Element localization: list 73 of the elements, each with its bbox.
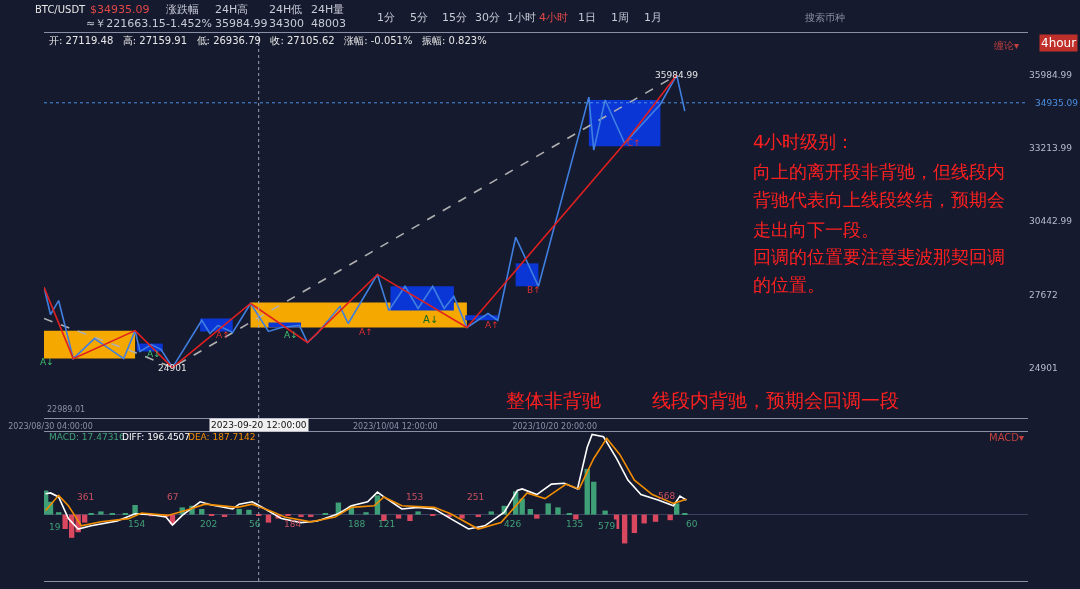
annotation: DEA: 187.7142 <box>188 432 256 442</box>
text: 48003 <box>311 17 346 30</box>
annotation: 135 <box>566 519 584 529</box>
annotation: 188 <box>348 519 366 529</box>
x-tick-label: 2023/10/04 12:00:00 <box>353 421 438 431</box>
annotation: 579 <box>598 521 616 531</box>
annotation: 35984.99 <box>655 70 699 80</box>
annotation: A↓ <box>147 349 161 359</box>
annotation: 154 <box>128 519 146 529</box>
annotation: 361 <box>77 492 95 502</box>
text: 24H低 <box>269 3 303 16</box>
text: 1月 <box>644 11 662 24</box>
annotation: 121 <box>378 519 396 529</box>
annotation: 202 <box>200 519 218 529</box>
annotation: 56 <box>249 519 261 529</box>
annotation: 60 <box>686 519 698 529</box>
text: 34300 <box>269 17 304 30</box>
text: 35984.99 <box>215 17 268 30</box>
annotation: 整体非背驰 <box>506 389 601 411</box>
text: 涨跌幅 <box>166 3 199 16</box>
annotation: 线段内背驰，预期会回调一段 <box>652 389 899 411</box>
text: 4hour <box>1041 36 1077 50</box>
annotation: 184 <box>284 519 302 529</box>
x-tick-label: 2023/08/30 04:00:00 <box>8 421 93 431</box>
annotation: A↓ <box>40 357 54 367</box>
annotation: 568 <box>658 491 676 501</box>
text: $34935.09 <box>90 3 150 16</box>
text: 30分 <box>475 11 500 24</box>
annotation: 251 <box>467 492 485 502</box>
annotation: 缠论▾ <box>994 40 1020 51</box>
text: 1分 <box>377 11 395 24</box>
annotation: A↓ <box>284 330 298 340</box>
annotation: MACD▾ <box>989 432 1024 443</box>
text: 5分 <box>410 11 428 24</box>
annotation: 背驰代表向上线段终结，预期会 <box>753 189 1005 210</box>
annotation: C↑ <box>627 138 641 148</box>
y-tick-label: 33213.99 <box>1029 143 1073 154</box>
text: 4小时 <box>539 11 568 24</box>
y-tick-label: 30442.99 <box>1029 216 1073 227</box>
annotation: 开: 27119.48 高: 27159.91 低: 26936.79 收: 27105.62 涨幅: -0.051% 振幅: 0.823% <box>49 35 487 46</box>
annotation: 426 <box>504 519 522 529</box>
annotation: A↑ <box>359 327 373 337</box>
x-tick-label: 2023/10/20 20:00:00 <box>512 421 597 431</box>
annotation: B↑ <box>527 285 541 295</box>
text: 24H高 <box>215 3 249 16</box>
annotation: A↑ <box>485 320 499 330</box>
annotation: 22989.01 <box>47 405 86 414</box>
annotation: 的位置。 <box>753 274 825 295</box>
text: 搜索币种 <box>805 12 845 23</box>
text: 1小时 <box>507 11 536 24</box>
text: 24H量 <box>311 3 345 16</box>
annotation: 67 <box>167 492 179 502</box>
y-tick-label: 35984.99 <box>1029 70 1073 81</box>
annotation: 24901 <box>158 363 187 373</box>
y-tick-label: 27672 <box>1029 289 1058 300</box>
annotation: A↓ <box>423 314 439 325</box>
annotation: 向上的离开段非背驰，但线段内 <box>753 161 1005 182</box>
annotation: DIFF: 196.4507 <box>122 432 191 442</box>
annotation: 4小时级别： <box>753 131 855 152</box>
annotation: 走出向下一段。 <box>753 219 879 240</box>
text: -1.452% <box>166 17 212 30</box>
annotation: A↑ <box>216 330 230 340</box>
text: 1周 <box>611 11 629 24</box>
ref-line-label: 34935.09 <box>1035 98 1079 108</box>
text: 15分 <box>442 11 467 24</box>
annotation: 19 <box>49 522 61 532</box>
chart-title: BTC/USDT <box>35 4 87 15</box>
y-tick-label: 24901 <box>1029 362 1058 373</box>
text: 1日 <box>578 11 596 24</box>
text: ≈￥221663.15 <box>86 17 166 30</box>
ref-line-label: 2023-09-20 12:00:00 <box>211 420 307 430</box>
annotation: 回调的位置要注意斐波那契回调 <box>753 246 1005 267</box>
annotation: 153 <box>406 492 424 502</box>
